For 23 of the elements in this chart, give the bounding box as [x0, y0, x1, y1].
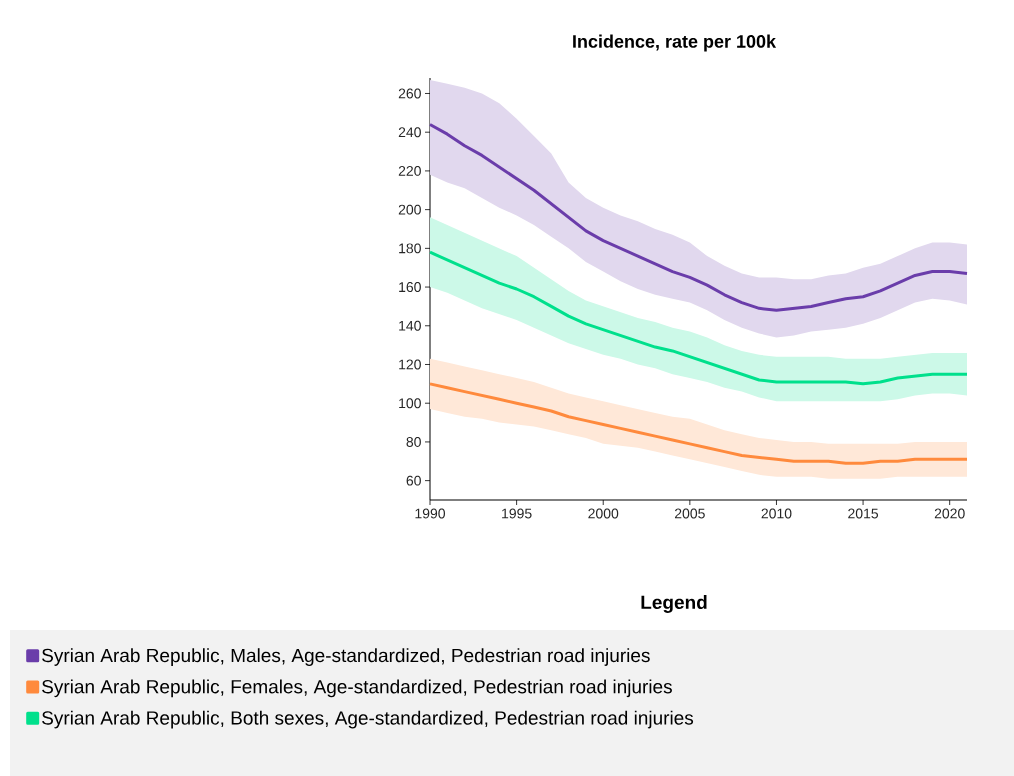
- y-tick-label: 80: [406, 436, 421, 447]
- x-tick-label: 2000: [588, 508, 619, 519]
- y-tick-label: 220: [398, 165, 421, 176]
- legend-title: Legend: [641, 595, 707, 613]
- y-tick-label: 200: [398, 204, 421, 215]
- y-tick-label: 240: [398, 127, 421, 138]
- x-tick-label: 1990: [415, 508, 446, 519]
- x-tick-label: 2010: [761, 508, 792, 519]
- y-tick-label: 60: [406, 475, 421, 486]
- y-tick-label: 140: [399, 320, 421, 331]
- y-tick-label: 160: [399, 282, 421, 293]
- legend-label: Syrian Arab Republic, Females, Age-standardized, Pedestrian road injuries: [42, 679, 672, 698]
- y-tick-label: 180: [399, 243, 421, 254]
- x-tick-label: 2005: [674, 508, 705, 519]
- x-tick-label: 2015: [848, 508, 879, 519]
- legend-label: Syrian Arab Republic, Both sexes, Age-standardized, Pedestrian road injuries: [42, 710, 694, 729]
- x-tick-label: 1995: [502, 508, 532, 519]
- chart-title: Incidence, rate per 100k: [573, 34, 777, 52]
- y-tick-label: 100: [399, 398, 421, 409]
- y-tick-label: 260: [398, 88, 421, 99]
- x-tick-label: 2020: [934, 508, 965, 519]
- legend-label: Syrian Arab Republic, Males, Age-standardized, Pedestrian road injuries: [42, 648, 650, 666]
- y-tick-label: 120: [399, 359, 421, 370]
